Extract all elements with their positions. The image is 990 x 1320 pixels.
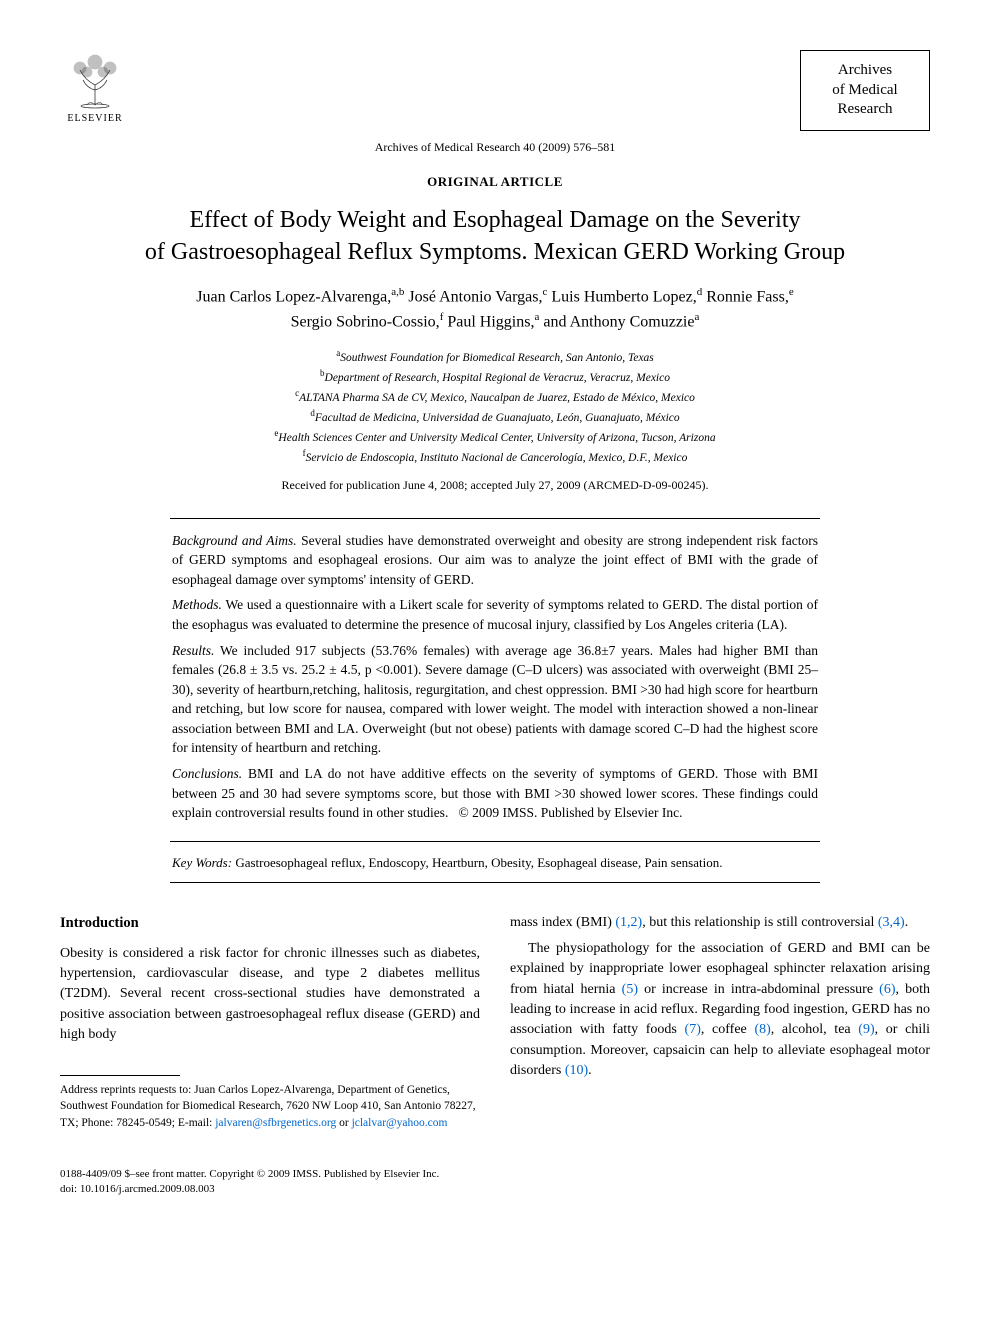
authors-list: Juan Carlos Lopez-Alvarenga,a,b José Ant… — [60, 284, 930, 335]
title-line-2: of Gastroesophageal Reflux Symptoms. Mex… — [145, 239, 845, 265]
right-column: mass index (BMI) (1,2), but this relatio… — [510, 913, 930, 1131]
journal-title-box: Archives of Medical Research — [800, 50, 930, 131]
methods-text: We used a questionnaire with a Likert sc… — [172, 597, 818, 632]
left-column: Introduction Obesity is considered a ris… — [60, 913, 480, 1131]
received-dates: Received for publication June 4, 2008; a… — [60, 477, 930, 494]
ref-8[interactable]: (8) — [754, 1022, 770, 1037]
abstract-box: Background and Aims. Several studies hav… — [170, 518, 820, 842]
p3-post: . — [588, 1063, 592, 1078]
article-type: ORIGINAL ARTICLE — [60, 173, 930, 191]
abstract-copyright: © 2009 IMSS. Published by Elsevier Inc. — [458, 805, 682, 820]
ref-3-4[interactable]: (3,4) — [878, 915, 905, 930]
background-label: Background and Aims. — [172, 533, 297, 548]
p3-m3: , coffee — [701, 1022, 755, 1037]
publisher-name: ELSEVIER — [67, 112, 122, 126]
intro-para-3: The physiopathology for the association … — [510, 939, 930, 1081]
affiliation-line: bDepartment of Research, Hospital Region… — [60, 367, 930, 387]
p3-m4: , alcohol, tea — [771, 1022, 859, 1037]
footnote-email-2[interactable]: jclalvar@yahoo.com — [352, 1117, 448, 1129]
title-line-1: Effect of Body Weight and Esophageal Dam… — [189, 207, 800, 233]
affiliation-line: fServicio de Endoscopia, Instituto Nacio… — [60, 447, 930, 467]
affiliation-line: aSouthwest Foundation for Biomedical Res… — [60, 347, 930, 367]
methods-label: Methods. — [172, 597, 222, 612]
intro-para-2: mass index (BMI) (1,2), but this relatio… — [510, 913, 930, 933]
affiliations-list: aSouthwest Foundation for Biomedical Res… — [60, 347, 930, 467]
introduction-heading: Introduction — [60, 913, 480, 934]
footnote-rule — [60, 1075, 180, 1076]
journal-box-line-2: of Medical — [815, 81, 915, 101]
abstract-results: Results. We included 917 subjects (53.76… — [172, 641, 818, 758]
elsevier-tree-icon — [65, 50, 125, 110]
citation: Archives of Medical Research 40 (2009) 5… — [60, 139, 930, 156]
keywords-text: Gastroesophageal reflux, Endoscopy, Hear… — [235, 855, 722, 870]
ref-6[interactable]: (6) — [879, 982, 895, 997]
conclusions-label: Conclusions. — [172, 766, 242, 781]
keywords-label: Key Words: — [172, 855, 232, 870]
ref-7[interactable]: (7) — [685, 1022, 701, 1037]
affiliation-line: cALTANA Pharma SA de CV, Mexico, Naucalp… — [60, 387, 930, 407]
body-columns: Introduction Obesity is considered a ris… — [60, 913, 930, 1131]
page-footer: 0188-4409/09 $–see front matter. Copyrig… — [60, 1167, 930, 1198]
ref-1-2[interactable]: (1,2) — [615, 915, 642, 930]
p2-pre: mass index (BMI) — [510, 915, 615, 930]
correspondence-footnote: Address reprints requests to: Juan Carlo… — [60, 1082, 480, 1130]
results-text: We included 917 subjects (53.76% females… — [172, 643, 818, 756]
intro-para-1: Obesity is considered a risk factor for … — [60, 944, 480, 1045]
keywords-box: Key Words: Gastroesophageal reflux, Endo… — [170, 848, 820, 883]
results-label: Results. — [172, 643, 214, 658]
footer-copyright: 0188-4409/09 $–see front matter. Copyrig… — [60, 1167, 930, 1182]
article-title: Effect of Body Weight and Esophageal Dam… — [60, 205, 930, 267]
footer-doi: doi: 10.1016/j.arcmed.2009.08.003 — [60, 1182, 930, 1197]
footnote-email-1[interactable]: jalvaren@sfbrgenetics.org — [215, 1117, 336, 1129]
journal-box-line-3: Research — [815, 100, 915, 120]
p2-post: . — [905, 915, 909, 930]
journal-box-line-1: Archives — [815, 61, 915, 81]
abstract-conclusions: Conclusions. BMI and LA do not have addi… — [172, 764, 818, 823]
affiliation-line: dFacultad de Medicina, Universidad de Gu… — [60, 407, 930, 427]
footnote-or: or — [336, 1117, 351, 1129]
abstract-methods: Methods. We used a questionnaire with a … — [172, 595, 818, 634]
affiliation-line: eHealth Sciences Center and University M… — [60, 427, 930, 447]
ref-5[interactable]: (5) — [622, 982, 638, 997]
p2-mid: , but this relationship is still controv… — [642, 915, 878, 930]
publisher-logo: ELSEVIER — [60, 50, 130, 130]
ref-10[interactable]: (10) — [565, 1063, 588, 1078]
abstract-background: Background and Aims. Several studies hav… — [172, 531, 818, 590]
header-row: ELSEVIER Archives of Medical Research — [60, 50, 930, 131]
p3-m1: or increase in intra-abdominal pressure — [638, 982, 879, 997]
ref-9[interactable]: (9) — [858, 1022, 874, 1037]
